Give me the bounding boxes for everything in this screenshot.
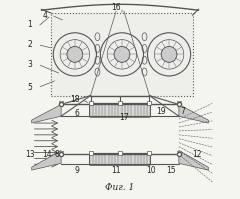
Text: Фиг. 1: Фиг. 1 (105, 183, 135, 192)
Circle shape (114, 47, 130, 62)
Text: 1: 1 (27, 20, 32, 29)
Text: 11: 11 (111, 166, 121, 175)
Text: 9: 9 (74, 166, 79, 175)
Text: 8: 8 (55, 150, 60, 159)
Circle shape (161, 47, 177, 62)
Text: 13: 13 (25, 150, 35, 159)
Text: 5: 5 (27, 83, 32, 92)
Text: 7: 7 (180, 107, 185, 116)
Circle shape (67, 47, 83, 62)
Polygon shape (179, 150, 208, 170)
FancyBboxPatch shape (90, 103, 150, 117)
Text: 3: 3 (27, 60, 32, 69)
Bar (147, 101, 151, 105)
Text: 6: 6 (74, 109, 79, 118)
Text: 17: 17 (119, 113, 129, 122)
Text: 12: 12 (192, 150, 201, 159)
Text: 10: 10 (147, 166, 156, 175)
Bar (177, 151, 181, 155)
Bar (147, 151, 151, 155)
Bar (59, 101, 63, 105)
Bar (89, 151, 93, 155)
Text: 19: 19 (156, 107, 166, 116)
Polygon shape (179, 104, 208, 123)
Text: 14: 14 (42, 150, 52, 159)
Bar (89, 101, 93, 105)
Text: 16: 16 (111, 3, 121, 12)
Bar (118, 151, 122, 155)
Text: 2: 2 (27, 40, 32, 49)
Bar (118, 101, 122, 105)
Text: 15: 15 (166, 166, 176, 175)
Text: 4: 4 (43, 11, 48, 20)
Polygon shape (32, 104, 61, 123)
Text: 18: 18 (70, 95, 80, 104)
Polygon shape (32, 150, 61, 170)
Bar (59, 151, 63, 155)
Bar (177, 101, 181, 105)
FancyBboxPatch shape (90, 153, 150, 165)
Bar (51, 13, 193, 96)
